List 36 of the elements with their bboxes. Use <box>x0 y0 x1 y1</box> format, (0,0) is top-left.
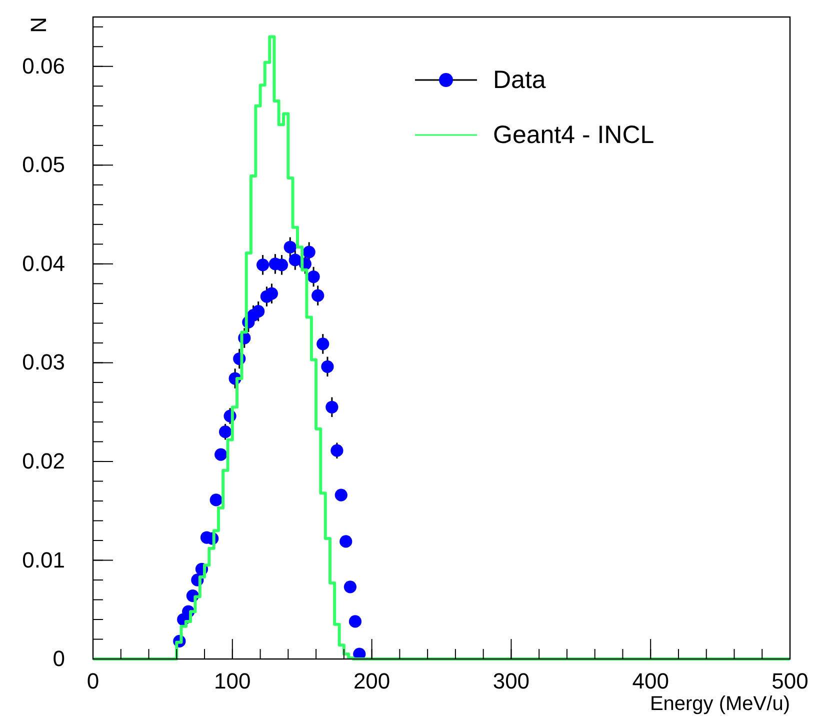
x-axis-title: Energy (MeV/u) <box>650 693 790 715</box>
y-tick-label: 0.04 <box>22 250 65 276</box>
point <box>316 338 330 350</box>
point <box>284 240 296 254</box>
x-tick-label: 100 <box>214 668 251 694</box>
point <box>302 246 316 258</box>
x-tick-label: 400 <box>632 668 669 694</box>
point <box>340 535 352 548</box>
point <box>312 289 324 302</box>
y-tick-label: 0.05 <box>22 152 65 178</box>
point <box>218 426 232 438</box>
y-tick-label: 0.06 <box>22 53 65 78</box>
x-tick-label: 0 <box>86 668 100 694</box>
legend-label: Data <box>493 66 546 94</box>
y-tick-label: 0 <box>52 646 65 672</box>
y-tick-label: 0.01 <box>22 547 65 572</box>
point <box>321 360 334 373</box>
point <box>288 254 302 266</box>
point <box>326 400 338 414</box>
x-tick-label: 500 <box>772 668 808 694</box>
y-axis-title: N <box>26 17 51 33</box>
point <box>344 580 356 594</box>
point <box>210 494 222 506</box>
point <box>307 270 320 284</box>
y-tick-label: 0.03 <box>22 350 65 375</box>
point <box>252 305 265 318</box>
x-tick-label: 300 <box>492 668 530 694</box>
point <box>265 287 278 300</box>
point <box>330 444 344 457</box>
y-tick-label: 0.02 <box>22 448 65 474</box>
point <box>334 488 348 502</box>
point <box>256 258 270 272</box>
legend-label: Geant4 - INCL <box>493 121 654 149</box>
point <box>348 615 362 628</box>
point <box>214 448 228 461</box>
x-tick-label: 200 <box>353 668 390 694</box>
